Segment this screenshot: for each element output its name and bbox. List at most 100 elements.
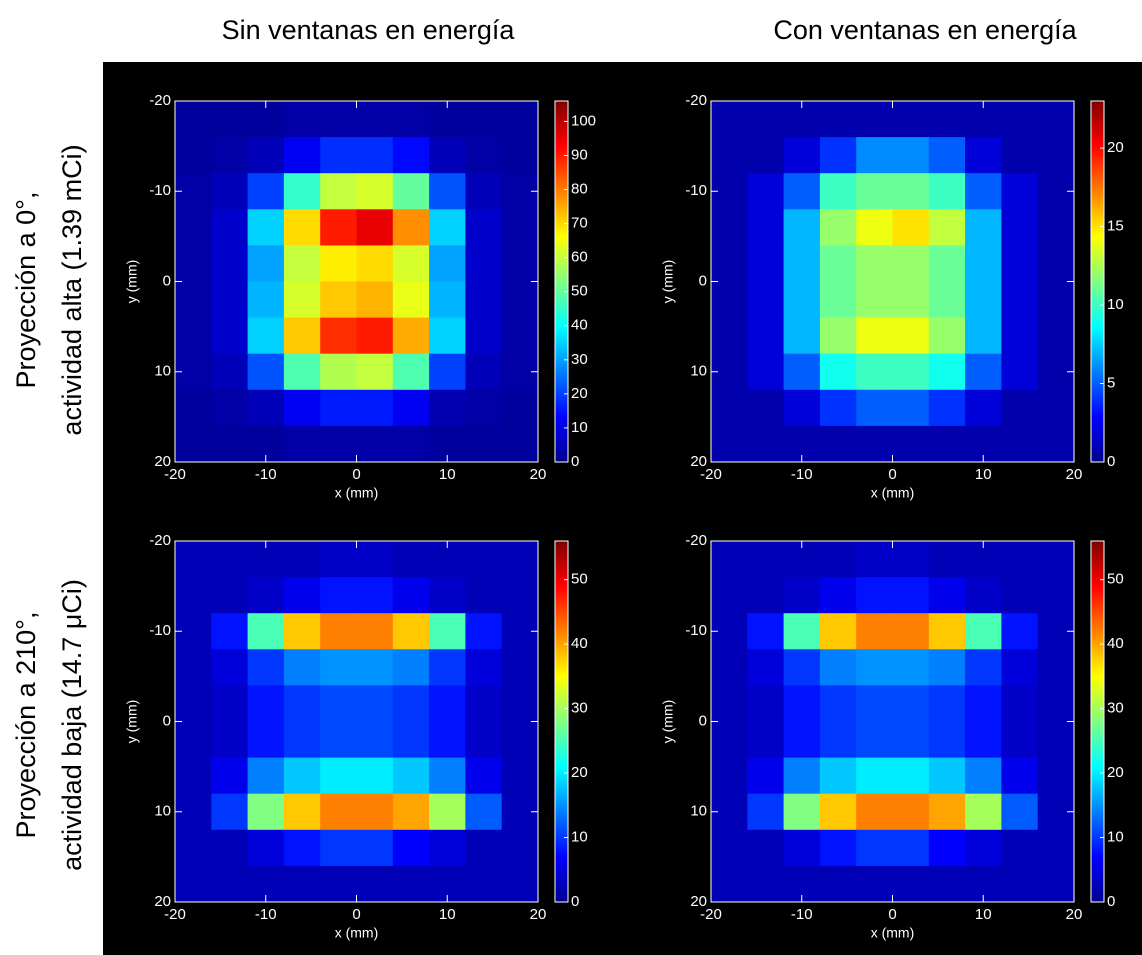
heatmap-cell — [175, 721, 212, 759]
heatmap-cell — [465, 577, 503, 614]
heatmap-cell — [928, 353, 966, 391]
heatmap-cell — [501, 389, 539, 427]
heatmap-cell — [1037, 137, 1075, 174]
heatmap-cell — [247, 317, 285, 355]
heatmap-cell — [819, 425, 857, 463]
colorbar-tick-label: 50 — [571, 571, 588, 588]
heatmap-cell — [965, 389, 1002, 427]
x-tick-label: -20 — [164, 466, 186, 483]
heatmap-cell — [928, 389, 966, 427]
colorbar-tick-label: 0 — [1107, 893, 1115, 910]
heatmap-cell — [965, 209, 1002, 246]
heatmap-cell — [501, 721, 539, 759]
heatmap-cell — [392, 101, 430, 138]
heatmap-cell — [1037, 317, 1075, 355]
colorbar-tick-label: 20 — [571, 764, 588, 781]
colorbar-tick-label: 20 — [1107, 139, 1124, 156]
heatmap-cell — [1001, 245, 1039, 282]
heatmap-cell — [465, 865, 503, 903]
x-axis-label: x (mm) — [335, 925, 379, 941]
heatmap-cell — [783, 209, 821, 246]
colorbar-tick-label: 20 — [571, 385, 588, 402]
heatmap-cell — [175, 865, 212, 903]
heatmap-cell — [320, 101, 357, 138]
heatmap-cell — [783, 793, 821, 831]
heatmap-cell — [392, 389, 430, 427]
row-title-line: Proyección a 210°, — [11, 612, 41, 839]
heatmap-cell — [392, 685, 430, 722]
heatmap-cell — [747, 101, 785, 138]
heatmap-cell — [892, 317, 930, 355]
heatmap-cell — [892, 793, 930, 831]
heatmap-cell — [1001, 577, 1039, 614]
heatmap-cell — [892, 829, 930, 867]
heatmap-cell — [211, 577, 249, 614]
heatmap-cell — [320, 389, 357, 427]
heatmap-cell — [392, 353, 430, 391]
heatmap-cell — [392, 137, 430, 174]
heatmap-cell — [856, 577, 893, 614]
x-tick-label: 10 — [975, 906, 992, 923]
heatmap-cell — [747, 173, 785, 210]
heatmap-cell — [711, 577, 748, 614]
heatmap-cell — [856, 353, 893, 391]
heatmap-cell — [356, 389, 394, 427]
colorbar-tick-label: 80 — [571, 181, 588, 198]
colorbar-tick-label: 10 — [571, 419, 588, 436]
heatmap-cell — [819, 209, 857, 246]
heatmap-cell — [928, 101, 966, 138]
heatmap-cell — [819, 649, 857, 686]
heatmap-cell — [320, 793, 357, 831]
heatmap-cell — [501, 649, 539, 686]
heatmap-cell — [892, 245, 930, 282]
heatmap-cell — [356, 793, 394, 831]
heatmap-cell — [856, 209, 893, 246]
heatmap-cell — [211, 613, 249, 650]
heatmap-cell — [175, 281, 212, 319]
heatmap-cell — [392, 865, 430, 903]
y-tick-label: -10 — [149, 622, 171, 639]
heatmap-cell — [892, 101, 930, 138]
heatmap-cell — [429, 317, 466, 355]
heatmap-cell — [819, 137, 857, 174]
heatmap-cell — [1037, 101, 1075, 138]
heatmap-cell — [320, 721, 357, 759]
y-tick-label: 0 — [163, 712, 171, 729]
y-tick-label: 10 — [154, 363, 171, 380]
y-tick-label: 20 — [690, 453, 707, 470]
y-tick-label: -20 — [685, 532, 707, 549]
heatmap-cell — [856, 317, 893, 355]
heatmap-cell — [283, 865, 321, 903]
heatmap-cell — [283, 353, 321, 391]
heatmap-cell — [320, 209, 357, 246]
heatmap-cell — [1037, 245, 1075, 282]
heatmap-cell — [783, 317, 821, 355]
heatmap-cell — [1001, 793, 1039, 831]
heatmap-cell — [356, 173, 394, 210]
heatmap-cell — [283, 721, 321, 759]
heatmap-cell — [247, 281, 285, 319]
heatmap-cell — [465, 209, 503, 246]
heatmap-cell — [783, 245, 821, 282]
heatmap-cell — [856, 793, 893, 831]
heatmap-cell — [1001, 865, 1039, 903]
heatmap-cell — [501, 425, 539, 463]
heatmap-cell — [247, 685, 285, 722]
heatmap-cell — [175, 829, 212, 867]
heatmap-cell — [175, 757, 212, 795]
heatmap-cell — [465, 721, 503, 759]
heatmap-cell — [711, 425, 748, 463]
heatmap-cell — [747, 281, 785, 319]
heatmap-cell — [429, 757, 466, 795]
heatmap-cell — [320, 281, 357, 319]
heatmap-cell — [965, 613, 1002, 650]
heatmap-cell — [1001, 757, 1039, 795]
colorbar-tick-label: 40 — [571, 317, 588, 334]
heatmap-cell — [211, 281, 249, 319]
heatmap-cell — [247, 353, 285, 391]
heatmap-cell — [283, 137, 321, 174]
heatmap-cell — [320, 541, 357, 578]
heatmap-cell — [356, 281, 394, 319]
